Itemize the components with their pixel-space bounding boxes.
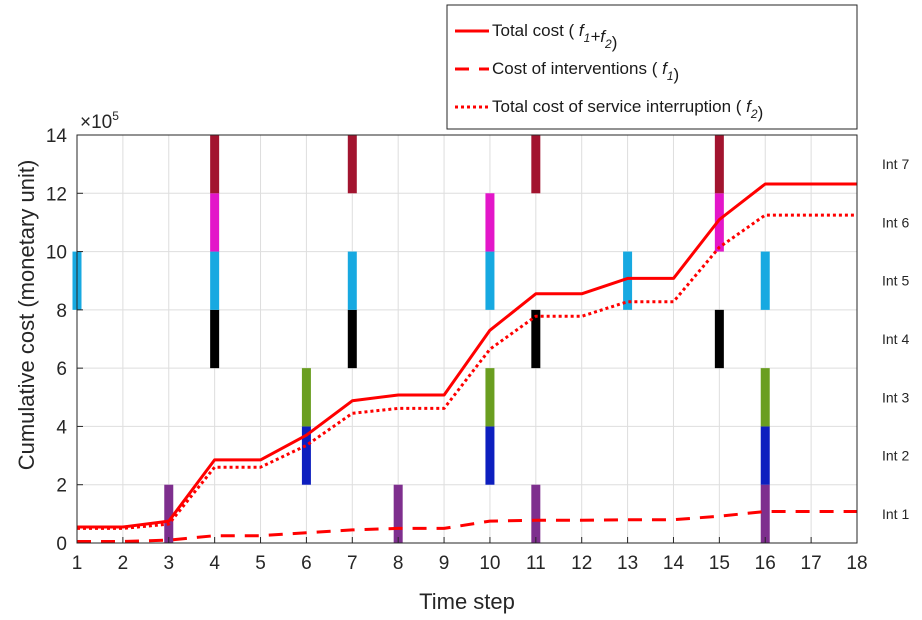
x-tick-label: 1 xyxy=(72,553,83,574)
y-tick-label: 10 xyxy=(46,243,67,264)
intervention-bar xyxy=(347,135,357,194)
y-tick-label: 0 xyxy=(56,534,67,555)
legend-entry-label: Total cost ( f1+f2) xyxy=(492,21,617,52)
x-tick-label: 4 xyxy=(209,553,220,574)
intervention-label: Int 5 xyxy=(882,273,909,289)
x-axis-label: Time step xyxy=(419,589,515,614)
series-line-dotted xyxy=(77,213,857,530)
intervention-label: Int 3 xyxy=(882,389,909,405)
legend-entry-label: Cost of interventions ( f1) xyxy=(492,59,679,84)
x-tick-label: 17 xyxy=(801,553,822,574)
intervention-bar xyxy=(164,484,174,543)
intervention-bar xyxy=(760,484,770,543)
intervention-bar xyxy=(485,426,495,485)
intervention-labels: Int 1 Int 2 Int 3 Int 4 Int 5 Int 6 Int 7 xyxy=(882,156,909,522)
x-tick-label: 3 xyxy=(163,553,174,574)
x-tick-label: 6 xyxy=(301,553,312,574)
intervention-bar xyxy=(210,251,220,310)
y-tick-label: 6 xyxy=(56,359,67,380)
intervention-bar xyxy=(714,193,724,252)
x-axis-ticks: 1 2 3 4 5 6 7 8 9 10 11 12 13 14 15 16 17 18 xyxy=(72,537,868,574)
series-line-dashed xyxy=(77,510,857,543)
intervention-bar xyxy=(714,135,724,194)
plot-area-frame xyxy=(76,134,858,544)
x-tick-label: 14 xyxy=(663,553,685,574)
intervention-bar xyxy=(531,484,541,543)
y-axis-ticks: 0 2 4 6 8 10 12 14 xyxy=(46,126,83,555)
x-tick-label: 18 xyxy=(846,553,867,574)
intervention-label: Int 2 xyxy=(882,448,909,464)
intervention-bar xyxy=(485,368,495,427)
intervention-bar xyxy=(210,135,220,194)
intervention-bar xyxy=(347,251,357,310)
x-tick-label: 15 xyxy=(709,553,730,574)
x-tick-label: 7 xyxy=(347,553,358,574)
intervention-bar xyxy=(210,193,220,252)
intervention-bars xyxy=(72,135,770,543)
intervention-bar xyxy=(531,135,541,194)
intervention-bar xyxy=(760,368,770,427)
y-tick-label: 14 xyxy=(46,126,68,147)
y-tick-label: 4 xyxy=(56,417,67,438)
x-tick-label: 5 xyxy=(255,553,266,574)
intervention-bar xyxy=(760,426,770,485)
legend-box xyxy=(446,4,858,130)
intervention-bar xyxy=(531,309,541,369)
legend-entry-label: Total cost of service interruption ( f2) xyxy=(492,97,763,122)
y-tick-label: 12 xyxy=(46,184,67,205)
x-tick-label: 11 xyxy=(526,553,546,574)
x-tick-label: 13 xyxy=(617,553,638,574)
intervention-bar xyxy=(393,484,403,543)
x-tick-label: 2 xyxy=(118,553,129,574)
intervention-label: Int 6 xyxy=(882,214,909,230)
y-axis-label: Cumulative cost (monetary unit) xyxy=(14,160,39,471)
intervention-bar xyxy=(210,309,220,369)
x-tick-label: 8 xyxy=(393,553,404,574)
legend: Total cost ( f1+f2) Cost of interventions… xyxy=(446,4,858,130)
x-tick-label: 12 xyxy=(571,553,592,574)
x-tick-label: 16 xyxy=(755,553,776,574)
y-exponent-label: ×105 xyxy=(80,109,119,133)
y-tick-label: 2 xyxy=(56,476,67,497)
intervention-bar xyxy=(714,309,724,369)
intervention-bar xyxy=(485,251,495,310)
intervention-label: Int 4 xyxy=(882,331,909,347)
intervention-bar xyxy=(301,368,311,427)
cost-series-lines xyxy=(77,182,857,543)
intervention-bar xyxy=(301,426,311,485)
y-tick-label: 8 xyxy=(56,301,67,322)
x-tick-label: 10 xyxy=(479,553,500,574)
intervention-label: Int 1 xyxy=(882,506,909,522)
intervention-bar xyxy=(760,251,770,310)
intervention-bar xyxy=(347,309,357,369)
grid-lines xyxy=(76,134,858,544)
intervention-bar xyxy=(623,251,633,310)
x-tick-label: 9 xyxy=(439,553,450,574)
series-line-solid xyxy=(77,182,857,529)
intervention-bar xyxy=(485,193,495,252)
intervention-label: Int 7 xyxy=(882,156,909,172)
